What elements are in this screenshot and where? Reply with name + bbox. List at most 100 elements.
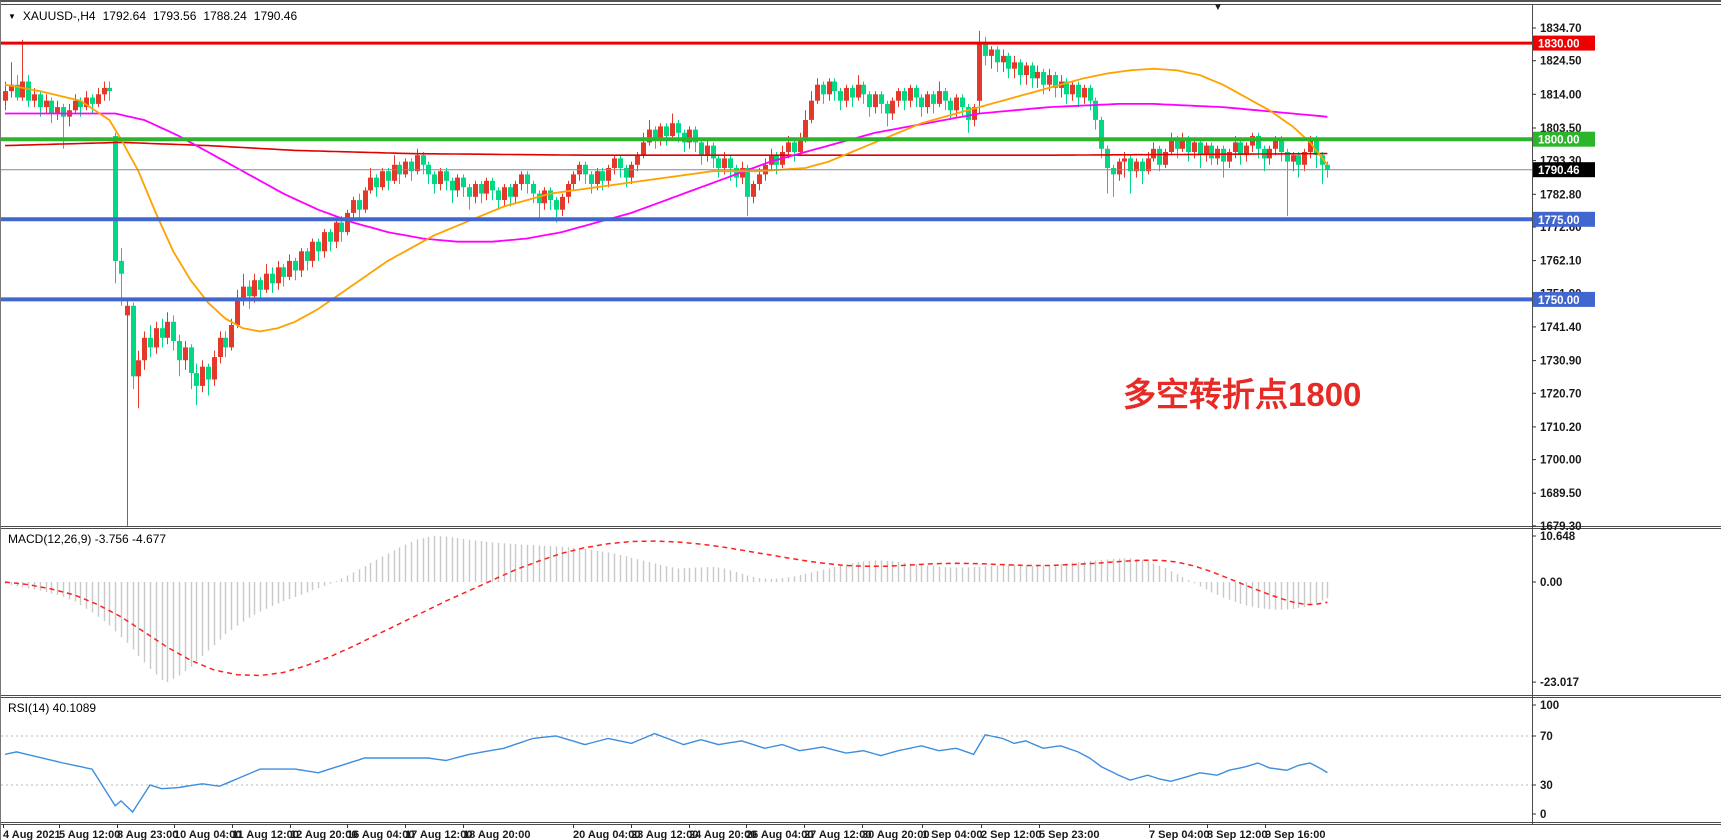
candle-body — [1140, 161, 1145, 172]
candle-body — [1308, 139, 1313, 152]
candle-body — [977, 43, 982, 101]
candle-body — [1325, 164, 1330, 170]
candle-body — [299, 251, 304, 271]
candle-body — [705, 145, 710, 156]
rsi-tick-label: 30 — [1540, 780, 1553, 792]
candle-body — [966, 107, 971, 120]
candle-body — [1001, 55, 1006, 63]
bar-low-value: 1788.24 — [203, 9, 247, 23]
candle-body — [1134, 161, 1139, 172]
rsi-axis[interactable]: 100 70 30 0 — [1532, 700, 1559, 821]
candle-body — [699, 142, 704, 156]
candle-body — [55, 107, 60, 114]
candle-body — [287, 260, 292, 277]
candle-body — [1012, 62, 1017, 69]
macd-indicator-label: MACD(12,26,9) -3.756 -4.677 — [8, 532, 167, 546]
candle-body — [629, 164, 634, 178]
chart-shift-marker-icon[interactable]: ▼ — [1213, 2, 1223, 13]
candle-body — [827, 81, 832, 95]
candle-body — [960, 97, 965, 108]
candle-body — [38, 94, 43, 108]
candle-body — [1320, 155, 1325, 165]
candle-body — [461, 177, 466, 188]
candle-body — [206, 366, 211, 380]
time-tick-label: 24 Aug 20:00 — [689, 829, 756, 840]
candle-body — [1064, 81, 1069, 95]
candle-body — [44, 100, 49, 108]
time-tick-label: 1 Sep 04:00 — [922, 829, 983, 840]
symbol-ohlc-bar: ▼ XAUUSD-,H4 1792.64 1793.56 1788.24 179… — [8, 9, 297, 23]
candle-body — [1302, 152, 1307, 165]
bar-open-value: 1792.64 — [102, 9, 146, 23]
rsi-tick-label: 100 — [1540, 700, 1559, 712]
candle-body — [9, 84, 14, 92]
candle-body — [200, 366, 205, 386]
candle-body — [600, 171, 605, 181]
hline-price-label: 1750.00 — [1538, 295, 1580, 307]
candle-body — [450, 180, 455, 191]
price-tick-label: 1679.30 — [1540, 521, 1582, 533]
candle-body — [26, 81, 31, 101]
time-tick-label: 30 Aug 20:00 — [862, 829, 929, 840]
candle-body — [409, 161, 414, 172]
candle-body — [606, 168, 611, 181]
candle-body — [513, 184, 518, 197]
candle-body — [902, 91, 907, 101]
candle-body — [612, 158, 617, 168]
candle-body — [293, 260, 298, 271]
candle-body — [803, 120, 808, 140]
candle-body — [61, 107, 66, 117]
time-tick-label: 5 Sep 23:00 — [1039, 829, 1100, 840]
candle-body — [189, 347, 194, 373]
candle-body — [247, 286, 252, 297]
candle-body — [653, 129, 658, 140]
candle-body — [235, 299, 240, 325]
symbol-dropdown-icon[interactable]: ▼ — [8, 11, 16, 21]
candle-body — [769, 155, 774, 165]
time-tick-label: 10 Aug 04:00 — [174, 829, 241, 840]
candle-body — [641, 142, 646, 156]
candle-body — [844, 87, 849, 101]
candle-body — [264, 273, 269, 290]
candle-body — [676, 123, 681, 133]
macd-axis[interactable]: 10.648 0.00 -23.017 — [1532, 531, 1579, 689]
candle-body — [1227, 152, 1232, 162]
candle-body — [1157, 148, 1162, 165]
candle-body — [925, 94, 930, 108]
candle-body — [670, 123, 675, 136]
candle-body — [357, 200, 362, 210]
candle-body — [1053, 75, 1058, 88]
candle-body — [444, 171, 449, 181]
candle-body — [560, 196, 565, 210]
hline-price-label: 1800.00 — [1538, 135, 1580, 147]
time-tick-label: 26 Aug 04:00 — [746, 829, 813, 840]
time-tick-label: 5 Aug 12:00 — [59, 829, 120, 840]
candle-body — [1018, 62, 1023, 76]
candle-body — [351, 200, 356, 213]
rsi-tick-label: 70 — [1540, 731, 1553, 743]
candle-body — [415, 155, 420, 172]
candle-body — [1093, 100, 1098, 120]
candle-body — [305, 251, 310, 261]
candle-body — [496, 190, 501, 200]
candle-body — [322, 232, 327, 252]
candle-body — [745, 168, 750, 197]
candle-body — [1180, 139, 1185, 149]
candle-body — [879, 94, 884, 104]
candle-body — [989, 49, 994, 56]
candle-body — [484, 180, 489, 194]
price-axis[interactable]: 1834.701824.501814.001803.501793.301782.… — [1532, 23, 1595, 533]
price-tick-label: 1689.50 — [1540, 488, 1582, 500]
candle-body — [20, 81, 25, 98]
candle-body — [49, 100, 54, 114]
candle-body — [102, 87, 107, 95]
candle-body — [914, 87, 919, 98]
candle-body — [838, 91, 843, 101]
candle-body — [125, 305, 130, 316]
candle-body — [1151, 148, 1156, 159]
price-tick-label: 1741.40 — [1540, 322, 1582, 334]
candle-body — [856, 84, 861, 98]
